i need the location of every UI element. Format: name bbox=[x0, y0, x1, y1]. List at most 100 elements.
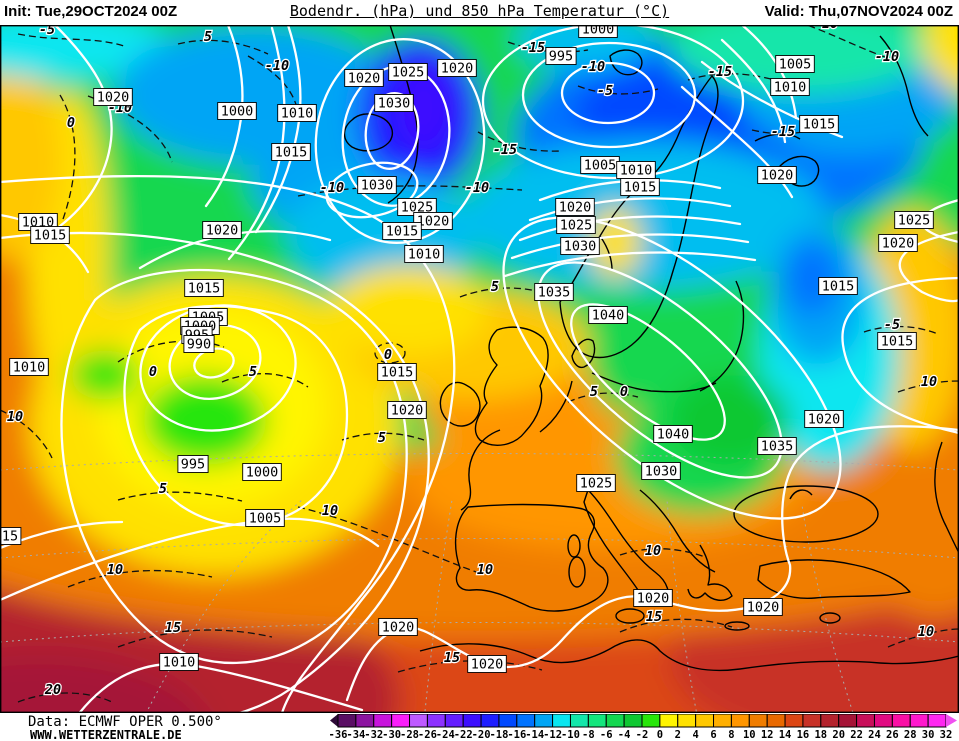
colorbar-tick-label: -34 bbox=[346, 729, 365, 741]
svg-text:1035: 1035 bbox=[538, 285, 571, 301]
colorbar-segment bbox=[695, 714, 715, 728]
weather-map: -55-10-100-15-10-5-15-10-10-15-10-10-150… bbox=[0, 15, 959, 741]
colorbar-tick-label: -22 bbox=[454, 729, 473, 741]
colorbar-segment bbox=[641, 714, 661, 728]
svg-text:995: 995 bbox=[181, 457, 205, 473]
svg-text:1030: 1030 bbox=[361, 178, 394, 194]
svg-text:1030: 1030 bbox=[564, 239, 597, 255]
map-border bbox=[0, 25, 959, 713]
pressure-label: 1030 bbox=[357, 176, 397, 194]
svg-text:1010: 1010 bbox=[620, 163, 653, 179]
colorbar-tick-label: -4 bbox=[618, 729, 631, 741]
colorbar-segment bbox=[409, 714, 428, 728]
colorbar-segment bbox=[873, 714, 893, 728]
svg-text:1015: 1015 bbox=[624, 180, 657, 196]
pressure-label: 1020 bbox=[344, 69, 384, 87]
colorbar-tick-label: -8 bbox=[582, 729, 595, 741]
svg-text:1020: 1020 bbox=[382, 620, 415, 636]
temp-contour-label: -10 bbox=[465, 180, 489, 196]
colorbar-segment bbox=[820, 714, 840, 728]
pressure-label: 1025 bbox=[576, 474, 616, 492]
pressure-label: 1000 bbox=[578, 20, 618, 38]
colorbar-tick-label: 0 bbox=[657, 729, 663, 741]
svg-text:1040: 1040 bbox=[592, 308, 625, 324]
pressure-label: 1020 bbox=[413, 212, 453, 230]
svg-text:1015: 1015 bbox=[822, 279, 855, 295]
colorbar-segment bbox=[552, 714, 571, 728]
colorbar-segment bbox=[391, 714, 411, 728]
colorbar-segment bbox=[927, 714, 947, 728]
colorbar-right-arrow bbox=[946, 714, 957, 727]
pressure-label: 1005 bbox=[245, 509, 285, 527]
colorbar-segment bbox=[623, 714, 643, 728]
colorbar-tick-label: -30 bbox=[382, 729, 401, 741]
pressure-label: 1025 bbox=[894, 211, 934, 229]
temp-contour-label: 10 bbox=[645, 543, 661, 559]
temp-contour-label: -15 bbox=[771, 124, 795, 140]
pressure-label: 1005 bbox=[775, 55, 815, 73]
colorbar-tick-label: 24 bbox=[868, 729, 881, 741]
temperature-labels: -55-10-100-15-10-5-15-10-10-15-10-10-150… bbox=[6, 15, 939, 699]
colorbar-segment bbox=[784, 714, 804, 728]
pressure-label: 1020 bbox=[378, 618, 418, 636]
colorbar-left-arrow bbox=[330, 714, 338, 727]
pressure-label: 995 bbox=[177, 455, 209, 473]
pressure-label: 1015 bbox=[799, 115, 839, 133]
pressure-label: 1015 bbox=[184, 279, 224, 297]
svg-text:1015: 1015 bbox=[803, 117, 836, 133]
colorbar-segment bbox=[444, 714, 464, 728]
svg-text:990: 990 bbox=[187, 337, 211, 353]
temp-contour-label: 0 bbox=[620, 384, 628, 400]
colorbar-tick-label: 32 bbox=[940, 729, 953, 741]
colorbar-segment bbox=[480, 714, 500, 728]
svg-text:1025: 1025 bbox=[580, 476, 613, 492]
pressure-label: 1020 bbox=[633, 589, 673, 607]
temp-contour-label: 5 bbox=[204, 29, 212, 45]
colorbar-segment bbox=[462, 714, 482, 728]
svg-text:1020: 1020 bbox=[637, 591, 670, 607]
website-label: WWW.WETTERZENTRALE.DE bbox=[30, 728, 182, 741]
colorbar-segment bbox=[337, 714, 357, 728]
data-source: Data: ECMWF OPER 0.500° bbox=[28, 714, 222, 730]
temp-contour-label: -5 bbox=[884, 317, 900, 333]
svg-text:1020: 1020 bbox=[882, 236, 915, 252]
pressure-label: 1020 bbox=[878, 234, 918, 252]
pressure-label: 995 bbox=[545, 47, 577, 65]
svg-text:1020: 1020 bbox=[747, 600, 780, 616]
pressure-label: 1025 bbox=[556, 216, 596, 234]
colorbar-tick-label: 22 bbox=[850, 729, 863, 741]
temp-contour-label: -15 bbox=[493, 142, 517, 158]
pressure-label: 1030 bbox=[374, 94, 414, 112]
temp-contour-label: -10 bbox=[320, 180, 344, 196]
svg-text:1025: 1025 bbox=[401, 200, 434, 216]
colorbar-segment bbox=[498, 714, 518, 728]
temp-contour-label: 15 bbox=[646, 609, 662, 625]
temp-contour-label: 15 bbox=[444, 650, 460, 666]
colorbar-segment bbox=[426, 714, 446, 728]
temp-contour-label: -15 bbox=[521, 40, 545, 56]
svg-text:995: 995 bbox=[549, 49, 573, 65]
svg-text:1020: 1020 bbox=[206, 223, 239, 239]
temp-contour-label: 10 bbox=[7, 409, 23, 425]
pressure-label: 1040 bbox=[653, 425, 693, 443]
svg-text:1010: 1010 bbox=[774, 80, 807, 96]
pressure-label: 1030 bbox=[641, 462, 681, 480]
svg-text:1020: 1020 bbox=[761, 168, 794, 184]
colorbar-tick-label: 16 bbox=[797, 729, 810, 741]
temp-contour-label: 0 bbox=[67, 115, 75, 131]
pressure-label: 1040 bbox=[588, 306, 628, 324]
svg-text:1025: 1025 bbox=[392, 65, 425, 81]
temp-contour-label: 10 bbox=[477, 562, 493, 578]
pressure-label: 1020 bbox=[93, 88, 133, 106]
colorbar-tick-label: 20 bbox=[832, 729, 845, 741]
temp-contour-label: -5 bbox=[597, 83, 613, 99]
colorbar-tick-label: -10 bbox=[561, 729, 580, 741]
colorbar-segment bbox=[355, 714, 375, 728]
colorbar-tick-label: -2 bbox=[636, 729, 649, 741]
pressure-label: 1015 bbox=[620, 178, 660, 196]
pressure-label: 1015 bbox=[818, 277, 858, 295]
svg-text:1020: 1020 bbox=[471, 657, 504, 673]
colorbar-segment bbox=[534, 714, 554, 728]
colorbar-segment bbox=[802, 714, 822, 728]
